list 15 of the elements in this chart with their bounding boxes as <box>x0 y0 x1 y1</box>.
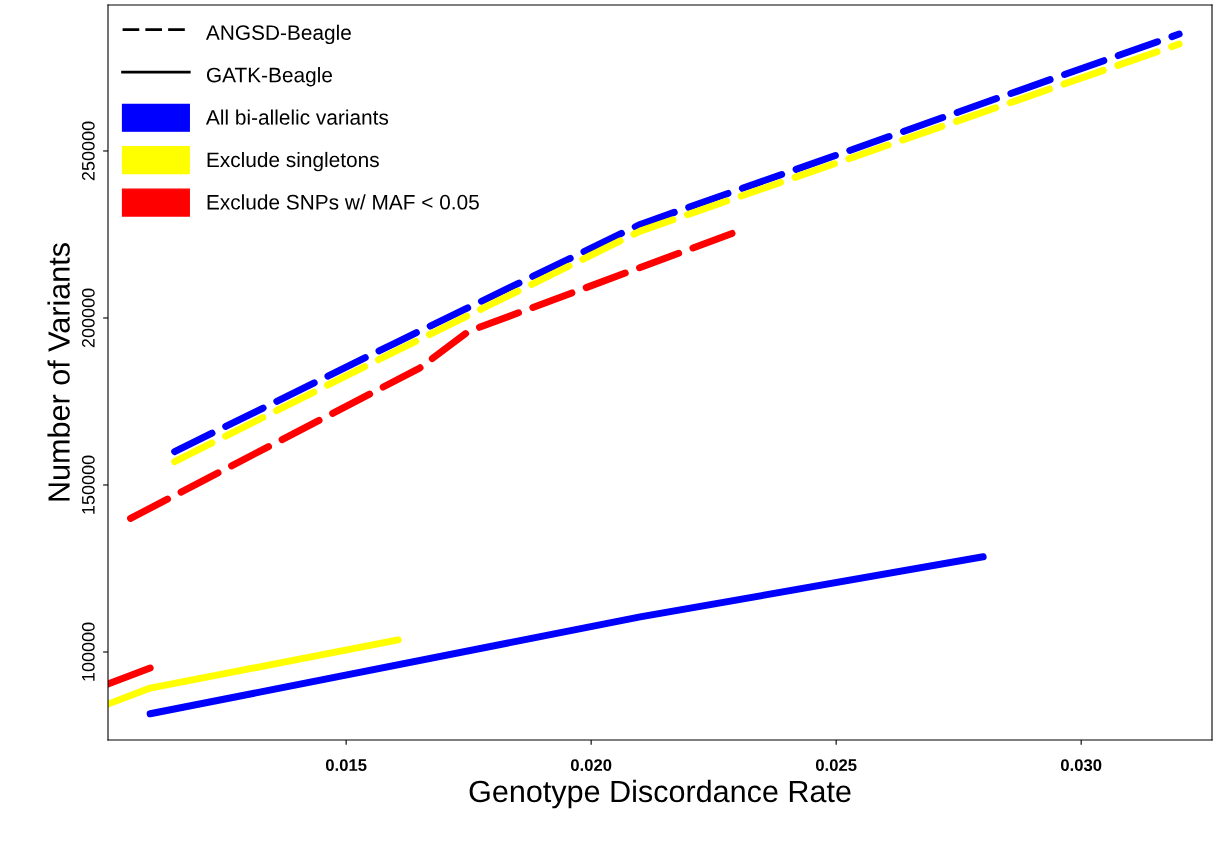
y-tick-label: 100000 <box>81 622 95 681</box>
y-axis-title: Number of Variants <box>47 243 70 501</box>
y-tick-label: 250000 <box>81 121 95 181</box>
x-tick-label: 0.030 <box>1060 759 1102 772</box>
legend-label: All bi-allelic variants <box>205 109 389 125</box>
x-tick-label: 0.015 <box>325 759 367 771</box>
annotation: ANGSD-Beagle <box>205 24 351 45</box>
annotation: GATK-Beagle <box>206 67 332 87</box>
y-tick-label: 150000 <box>81 455 95 514</box>
legend-label: Exclude SNPs w/ MAF < 0.05 <box>207 194 479 210</box>
y-tick-label: 200000 <box>81 288 95 348</box>
x-tick-label: 0.025 <box>815 759 857 771</box>
legend-label: Exclude singletons <box>207 151 379 172</box>
x-tick-label: 0.020 <box>570 759 612 771</box>
x-axis-title: Genotype Discordance Rate <box>469 779 851 809</box>
